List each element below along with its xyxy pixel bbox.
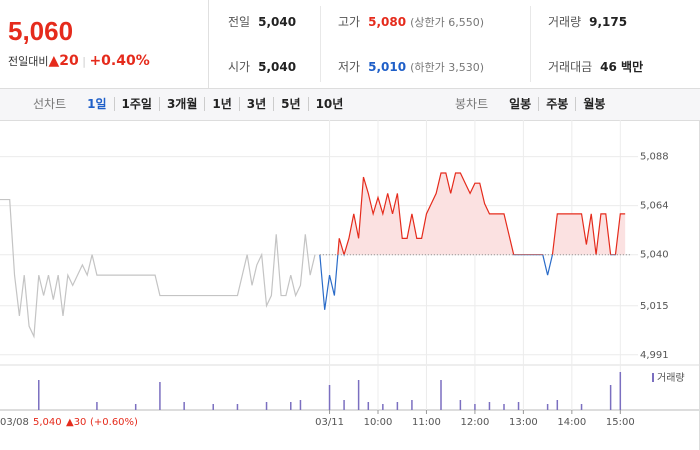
volume-bar — [328, 385, 331, 410]
volume-bar — [299, 400, 302, 410]
info-value: 5,010 — [368, 60, 407, 74]
group-label: 봉차트 — [455, 97, 489, 111]
hover-date: 03/08 — [0, 417, 29, 428]
volume-bar — [440, 380, 442, 410]
info-label: 거래량 — [548, 15, 582, 29]
x-tick-label: 11:00 — [412, 417, 441, 428]
info-label: 고가 — [338, 15, 361, 29]
volume-bar — [517, 402, 520, 410]
info-label: 시가 — [228, 60, 251, 74]
divider — [320, 6, 321, 82]
line-chart-tabs: 선차트 1일 1주일 3개월 1년 3년 5년 10년 — [33, 89, 350, 120]
info-cell: 시가 5,040 — [228, 57, 296, 77]
info-cell: 전일 5,040 — [228, 12, 296, 32]
period-tab[interactable]: 3개월 — [159, 97, 206, 111]
y-tick-label: 5,015 — [640, 301, 669, 312]
change: ▲20 — [48, 53, 79, 69]
info-cell: 저가 5,010 (하한가 3,530) — [338, 57, 484, 77]
candle-tab[interactable]: 월봉 — [583, 97, 606, 111]
volume-bar — [556, 400, 559, 410]
change-row: 전일대비▲20 | +0.40% — [8, 53, 150, 69]
volume-bar — [396, 402, 399, 410]
period-tab[interactable]: 1년 — [205, 97, 240, 111]
info-note: (하한가 3,530) — [410, 61, 484, 74]
x-tick-label: 14:00 — [557, 417, 586, 428]
x-tick-label: 13:00 — [509, 417, 538, 428]
change-label: 전일대비 — [8, 55, 49, 68]
period-tab[interactable]: 10년 — [315, 97, 344, 111]
info-note: (상한가 6,550) — [410, 16, 484, 29]
candle-tab[interactable]: 일봉 — [502, 97, 540, 111]
x-tick-label: 10:00 — [364, 417, 393, 428]
x-tick-label: 12:00 — [461, 417, 490, 428]
volume-bar — [134, 404, 137, 410]
volume-bar — [609, 385, 612, 410]
volume-bar — [382, 404, 384, 410]
chart: 5,088 5,064 5,040 5,015 4,991 03/11 10:00 11:00… — [0, 120, 700, 450]
period-tab[interactable]: 1일 — [80, 97, 115, 111]
info-cell: 고가 5,080 (상한가 6,550) — [338, 12, 484, 32]
period-tabs: 선차트 1일 1주일 3개월 1년 3년 5년 10년 봉차트 일봉 주봉 월봉 — [0, 88, 700, 121]
volume-bar — [290, 402, 292, 410]
current-price: 5,060 — [8, 16, 74, 46]
separator: | — [82, 55, 86, 68]
hover-rate: (+0.60%) — [90, 417, 138, 428]
hover-change: ▲30 — [66, 417, 86, 428]
volume-bar — [212, 404, 214, 410]
y-tick-label: 5,064 — [640, 201, 669, 212]
volume-bar — [488, 402, 491, 410]
quote-header: 5,060 전일대비▲20 | +0.40% 전일 5,040 고가 5,080 (상한… — [0, 0, 700, 88]
volume-bar — [459, 400, 462, 410]
volume-bar — [357, 380, 360, 410]
hover-price: 5,040 — [33, 417, 62, 428]
change-rate: +0.40% — [89, 53, 150, 69]
volume-bar — [619, 372, 622, 410]
info-value: 5,040 — [258, 60, 297, 74]
legend-swatch — [652, 373, 654, 382]
info-value: 5,080 — [368, 15, 407, 29]
volume-bar — [411, 400, 413, 410]
info-label: 저가 — [338, 60, 361, 74]
volume-bar — [580, 404, 583, 410]
legend-label: 거래량 — [657, 372, 685, 384]
info-cell: 거래대금 46 백만 — [548, 57, 643, 77]
y-tick-label: 5,040 — [640, 250, 669, 261]
volume-bar — [96, 402, 98, 410]
volume-bar — [343, 400, 345, 410]
volume-bar — [474, 404, 476, 410]
volume-bar — [546, 404, 549, 410]
volume-bar — [38, 380, 40, 410]
period-tab[interactable]: 1주일 — [114, 97, 160, 111]
volume-bar — [236, 404, 239, 410]
price-line — [0, 198, 316, 339]
x-tick-label: 03/11 — [315, 417, 344, 428]
info-label: 거래대금 — [548, 60, 593, 74]
y-tick-label: 5,088 — [640, 152, 669, 163]
x-tick-label: 15:00 — [606, 417, 635, 428]
info-cell: 거래량 9,175 — [548, 12, 627, 32]
info-value: 46 백만 — [600, 60, 644, 74]
volume-bar — [159, 382, 161, 410]
info-value: 5,040 — [258, 15, 297, 29]
group-label: 선차트 — [33, 97, 67, 111]
candle-tab[interactable]: 주봉 — [539, 97, 577, 111]
volume-bar — [367, 402, 370, 410]
y-tick-label: 4,991 — [640, 350, 669, 361]
period-tab[interactable]: 5년 — [274, 97, 309, 111]
divider — [530, 6, 531, 82]
info-value: 9,175 — [589, 15, 628, 29]
volume-bar — [503, 404, 505, 410]
price-panel: 5,060 전일대비▲20 | +0.40% — [0, 0, 209, 88]
info-label: 전일 — [228, 15, 251, 29]
volume-bar — [265, 402, 268, 410]
candle-chart-tabs: 봉차트 일봉 주봉 월봉 — [455, 89, 612, 120]
price-line-up — [319, 172, 626, 255]
period-tab[interactable]: 3년 — [239, 97, 275, 111]
area-fill — [319, 172, 626, 255]
volume-bar — [183, 402, 185, 410]
